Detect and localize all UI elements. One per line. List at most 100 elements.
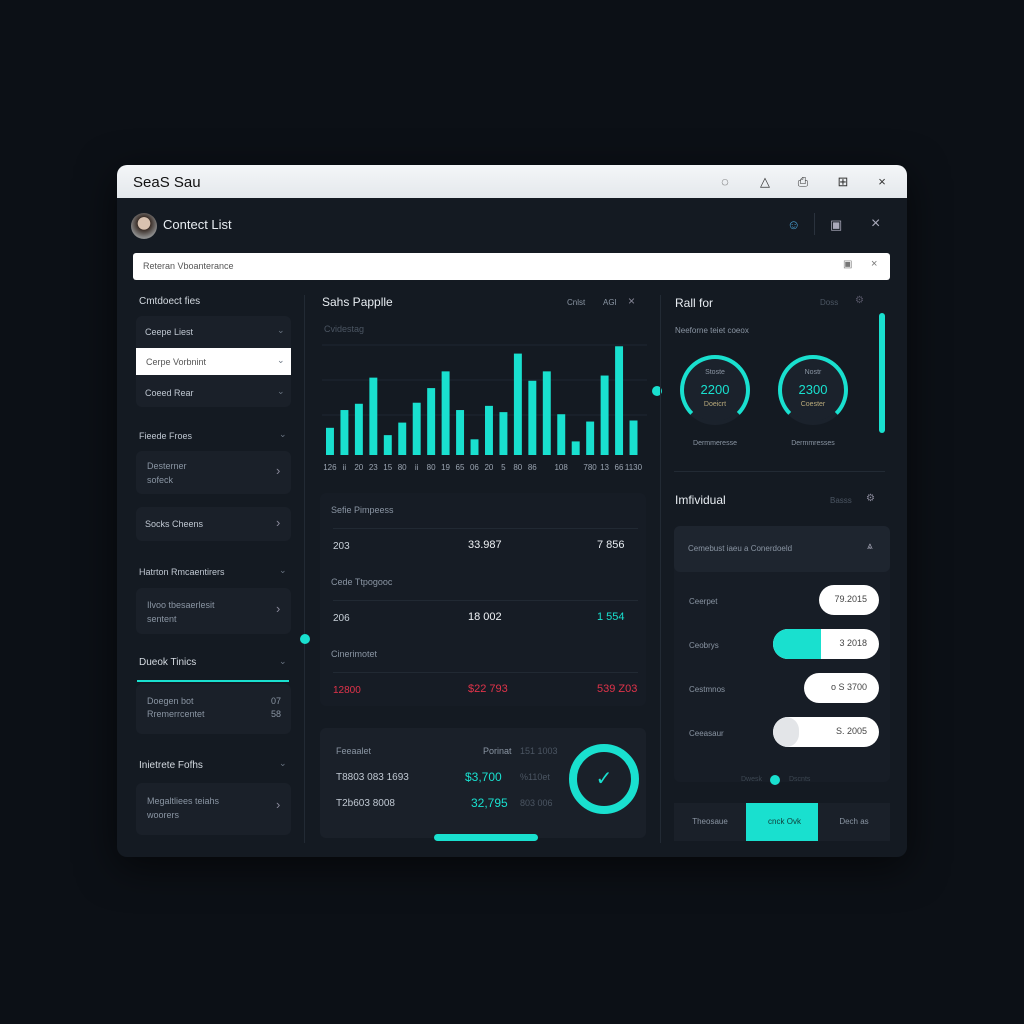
column-divider xyxy=(304,295,305,843)
section-title[interactable]: Hatrton Rmcaentirers xyxy=(139,567,225,577)
dropdown-item[interactable]: Coeed Rear xyxy=(145,388,194,398)
tick-label: 126 xyxy=(323,463,337,472)
row-header: Sefie Pimpeess xyxy=(331,505,394,515)
section-title[interactable]: Dueok Tinics xyxy=(139,657,197,668)
item-line: Doegen bot xyxy=(147,696,194,706)
slider-thumb[interactable] xyxy=(770,775,780,785)
tick-label: 20 xyxy=(484,463,493,472)
bar[interactable] xyxy=(470,439,479,455)
bar[interactable] xyxy=(615,346,624,455)
bar[interactable] xyxy=(369,377,378,455)
bar[interactable] xyxy=(571,441,580,455)
row-amount: 32,795 xyxy=(471,796,508,810)
value-pill[interactable]: o S 3700 xyxy=(804,673,879,703)
card-header[interactable]: Cemebust iaeu a Conerdoeld ⩓ xyxy=(674,526,890,572)
save-icon[interactable]: ▣ xyxy=(830,217,843,232)
resize-handle[interactable] xyxy=(300,634,310,644)
value-pill[interactable]: 79.2015 xyxy=(819,585,879,615)
column-header: Porinat xyxy=(483,746,512,756)
tab-2[interactable]: Dech as xyxy=(818,803,890,841)
divider xyxy=(333,672,638,673)
close-icon[interactable]: × xyxy=(871,215,881,232)
action-link[interactable]: Doss xyxy=(820,298,839,307)
avatar[interactable] xyxy=(131,213,157,239)
action-link[interactable]: Basss xyxy=(830,496,852,505)
chart-subtitle: Cvidestag xyxy=(324,324,365,334)
bar[interactable] xyxy=(427,388,436,455)
item-line: sofeck xyxy=(147,475,174,485)
resize-handle[interactable] xyxy=(652,386,662,396)
dropdown-item-selected[interactable]: Cerpe Vorbnint ⌄ xyxy=(136,348,291,375)
tab-0[interactable]: Theosaue xyxy=(674,803,746,841)
active-indicator xyxy=(137,680,289,682)
share-icon[interactable]: ⎙ xyxy=(797,174,809,189)
close-icon[interactable]: × xyxy=(878,174,886,189)
bar[interactable] xyxy=(600,375,609,455)
list-item[interactable]: Doegen bot Rremerrcentet 07 58 xyxy=(136,684,291,734)
tick-label: 780 xyxy=(583,463,597,472)
clear-icon[interactable]: × xyxy=(871,258,878,270)
gauge-label: Stoste xyxy=(705,369,725,376)
settings-icon[interactable]: ⚙ xyxy=(855,295,864,306)
tick-label: 86 xyxy=(528,463,537,472)
bar[interactable] xyxy=(557,414,566,455)
bar[interactable] xyxy=(586,421,595,455)
user-icon[interactable]: ☺ xyxy=(787,217,801,232)
chevron-right-icon: › xyxy=(276,515,281,530)
item-line: Rremerrcentet xyxy=(147,709,205,719)
add-icon[interactable]: ⊞ xyxy=(837,174,849,189)
list-item[interactable]: Socks Cheens › xyxy=(136,507,291,541)
row-cell: 33.987 xyxy=(468,539,502,551)
dropdown-item[interactable]: Ceepe Liest xyxy=(145,327,194,337)
check-icon[interactable]: ✓ xyxy=(569,744,639,814)
chat-icon[interactable]: ◌ xyxy=(721,174,729,189)
bar[interactable] xyxy=(326,427,334,455)
list-item[interactable]: Ilvoo tbesaerlesit sentent › xyxy=(136,588,291,634)
section-title[interactable]: Inietrete Fofhs xyxy=(139,760,203,771)
bar[interactable] xyxy=(542,371,551,455)
bar[interactable] xyxy=(456,410,465,455)
row-extra: %110et xyxy=(520,772,550,782)
tick-label: 19 xyxy=(441,463,450,472)
value-pill[interactable]: S. 2005 xyxy=(773,717,879,747)
save-icon[interactable]: ▣ xyxy=(843,259,853,270)
chevron-down-icon: ⌄ xyxy=(279,656,287,666)
sales-title: Sahs Papplle xyxy=(322,295,393,309)
page-title: Contect List xyxy=(163,217,232,232)
action-link[interactable]: AGI xyxy=(603,298,617,307)
section-title[interactable]: Fieede Froes xyxy=(139,431,193,441)
horizontal-scrollbar[interactable] xyxy=(434,834,538,841)
user-icon: ⩓ xyxy=(867,541,873,552)
sales-bar-chart: 126 ii 20 23 15 80 ii 80 19 65 06 20 5 80 86 108 780 13 66… xyxy=(322,344,647,472)
divider xyxy=(814,213,815,235)
summary-card: Feeaalet Porinat 151 1003 T8803 083 1693… xyxy=(320,728,646,838)
bar[interactable] xyxy=(485,405,493,455)
bar[interactable] xyxy=(398,422,407,455)
bar[interactable] xyxy=(412,402,421,455)
toggle-knob[interactable] xyxy=(773,717,799,747)
value-pill[interactable]: 3 2018 xyxy=(773,629,879,659)
tick-label: ii xyxy=(343,463,347,472)
bar[interactable] xyxy=(513,353,522,455)
bar[interactable] xyxy=(528,380,537,455)
bar[interactable] xyxy=(499,412,508,455)
bar[interactable] xyxy=(340,410,349,455)
item-value: 58 xyxy=(271,709,282,719)
alert-icon[interactable]: △ xyxy=(760,174,770,189)
gauge-value: 2200 xyxy=(700,382,730,397)
bar[interactable] xyxy=(441,371,450,455)
settings-icon[interactable]: ⚙ xyxy=(866,493,875,504)
search-input[interactable]: Reteran Vboanterance ▣ × xyxy=(133,253,890,280)
chevron-right-icon: › xyxy=(276,797,281,812)
tab-1[interactable]: cnck Ovk xyxy=(746,803,823,841)
row-label: Ceerpet xyxy=(689,597,718,606)
close-icon[interactable]: × xyxy=(628,294,636,308)
vertical-scrollbar[interactable] xyxy=(879,313,885,433)
bar[interactable] xyxy=(383,435,392,455)
list-item[interactable]: Desterner sofeck › xyxy=(136,451,291,494)
list-item[interactable]: Megaltliees teiahs woorers › xyxy=(136,783,291,835)
slider-label-left: Dwesk xyxy=(741,776,763,783)
action-link[interactable]: Cnlst xyxy=(567,298,586,307)
bar[interactable] xyxy=(354,403,363,455)
bar[interactable] xyxy=(629,420,638,456)
